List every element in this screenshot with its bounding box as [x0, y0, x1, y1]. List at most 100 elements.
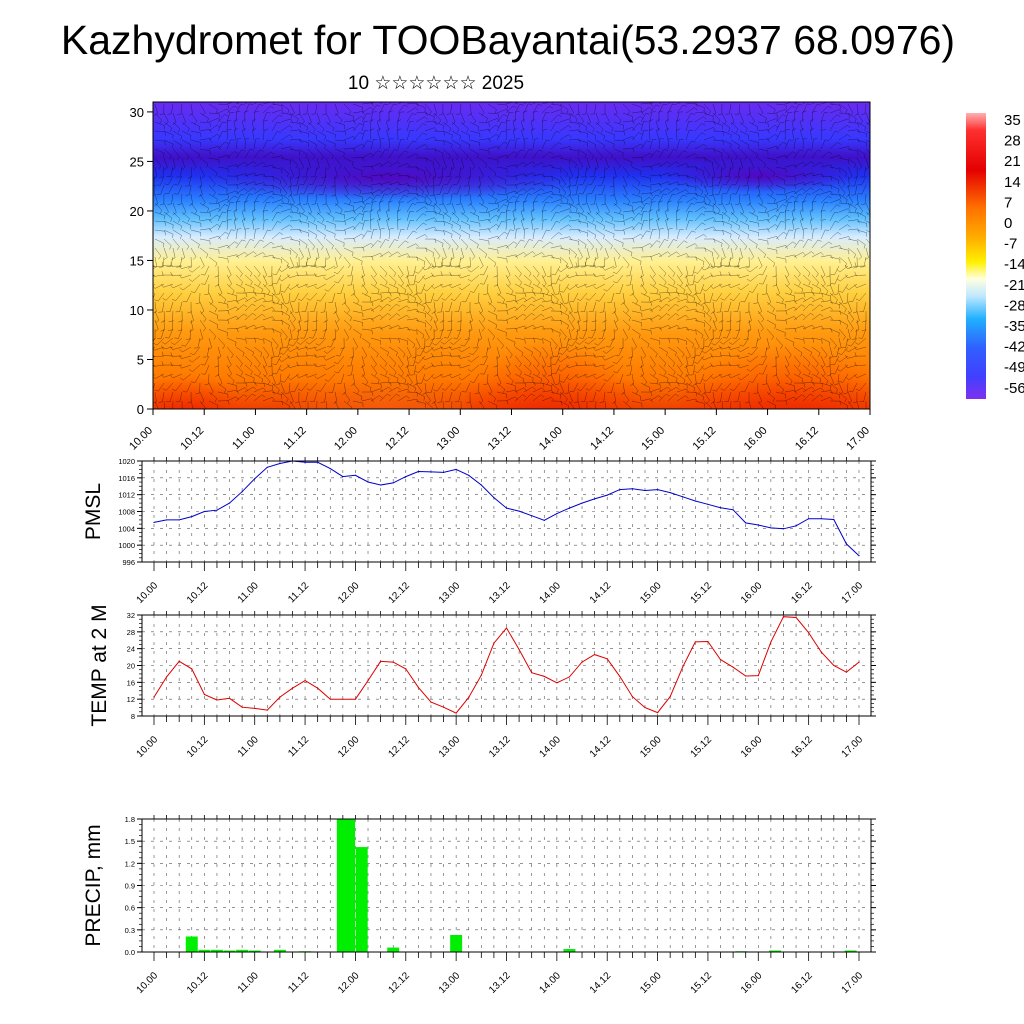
data-point — [279, 462, 281, 465]
wind-barbs — [153, 102, 870, 409]
y-tick-label: 15 — [130, 253, 144, 268]
data-point — [442, 471, 445, 473]
colorbar-label: 7 — [1004, 194, 1012, 211]
y-tick-label: 8 — [131, 712, 135, 721]
x-tick-label: 14.12 — [588, 970, 614, 996]
x-tick-label: 12.00 — [332, 425, 360, 453]
data-point — [581, 661, 583, 663]
x-tick-label: 14.12 — [588, 425, 616, 453]
data-point — [845, 671, 848, 673]
x-tick-label: 10.00 — [135, 734, 161, 760]
data-point — [354, 698, 357, 700]
precip-bar — [198, 949, 211, 952]
page-title: Kazhydromet for TOOBayantai(53.2937 68.0… — [60, 17, 956, 63]
y-axis-label: PRECIP, mm — [82, 824, 105, 946]
precip-bar — [273, 949, 286, 952]
data-point — [367, 680, 369, 682]
data-point — [631, 488, 633, 490]
data-point — [644, 706, 646, 709]
colorbar-label: 0 — [1004, 215, 1012, 232]
data-point — [442, 706, 445, 708]
data-point — [745, 522, 747, 524]
data-point — [581, 502, 583, 504]
y-axis-label: TEMP at 2 M — [88, 604, 111, 726]
colorbar-label: 28 — [1004, 133, 1021, 150]
y-tick-label: 1000 — [118, 541, 135, 550]
x-tick-label: 11.00 — [236, 970, 261, 995]
x-tick-label: 14.00 — [538, 734, 564, 760]
data-point — [165, 676, 168, 678]
data-point — [719, 507, 722, 509]
data-point — [833, 664, 835, 667]
data-point — [568, 676, 571, 678]
data-point — [795, 616, 797, 619]
x-tick-label: 16.00 — [739, 734, 765, 760]
data-point — [241, 491, 243, 493]
wind-barb-field — [153, 102, 870, 409]
data-point — [707, 503, 709, 505]
data-point — [644, 489, 646, 492]
precip-bar — [185, 936, 198, 952]
data-point — [468, 474, 470, 476]
y-tick-label: 1004 — [118, 524, 135, 533]
temp-panel: 32 28 24 20 16 12 8 10.00 10.12 11.00 11.12 12.00 12… — [88, 604, 876, 760]
precip-bar — [450, 935, 463, 952]
data-point — [732, 666, 734, 668]
colorbar-label: 14 — [1004, 174, 1021, 191]
x-tick-label: 13.12 — [486, 425, 514, 453]
data-point — [165, 519, 168, 521]
x-tick-label: 15.12 — [691, 425, 719, 453]
data-point — [329, 467, 331, 470]
x-tick-label: 12.00 — [336, 734, 362, 760]
data-point — [782, 616, 785, 618]
x-tick-label: 17.00 — [844, 425, 872, 453]
data-point — [682, 666, 684, 668]
data-point — [342, 475, 344, 478]
data-point — [833, 518, 835, 521]
x-tick-label: 10.12 — [185, 734, 211, 760]
y-tick-label: 1008 — [118, 508, 135, 517]
data-point — [556, 682, 558, 684]
x-tick-label: 14.12 — [588, 580, 614, 606]
x-tick-label: 11.00 — [230, 425, 257, 452]
y-tick-label: 1.8 — [125, 815, 135, 824]
data-point — [808, 632, 810, 634]
data-point — [430, 471, 432, 473]
data-point — [380, 660, 382, 662]
temperature-cross-section: 0 5 10 15 20 25 30 10.00 10.12 11.00 11.12 12.00 12.… — [127, 101, 872, 453]
data-point — [694, 500, 696, 502]
data-point — [380, 484, 382, 486]
data-point — [405, 475, 407, 478]
data-point — [241, 706, 243, 708]
x-tick-label: 13.12 — [487, 734, 513, 760]
x-tick-label: 15.12 — [689, 734, 715, 760]
colorbar: 35 28 21 14 7 0 -7 -14 -21 -28 -35 -42 -49 -56 — [966, 112, 1024, 399]
data-point — [455, 468, 457, 471]
precip-bar — [844, 950, 857, 952]
data-point — [254, 478, 256, 480]
precip-bar — [236, 949, 249, 952]
y-tick-label: 30 — [130, 105, 144, 120]
colorbar-labels: 35 28 21 14 7 0 -7 -14 -21 -28 -35 -42 -49 -56 — [1004, 112, 1024, 397]
colorbar-label: -35 — [1004, 318, 1024, 335]
data-point — [392, 482, 394, 484]
heat-hot-region — [680, 299, 870, 409]
data-point — [795, 525, 797, 527]
colorbar-label: 21 — [1004, 153, 1021, 170]
data-point — [329, 698, 331, 700]
precip-bar — [387, 947, 400, 952]
y-tick-label: 996 — [122, 558, 135, 567]
x-tick-label: 17.00 — [840, 734, 866, 760]
data-point — [455, 712, 457, 714]
colorbar-bar — [966, 113, 986, 399]
data-point — [719, 659, 722, 661]
panel-frame — [141, 614, 872, 717]
data-point — [505, 627, 508, 629]
data-point — [631, 696, 633, 698]
data-point — [417, 686, 419, 688]
x-tick-label: 16.00 — [739, 970, 765, 996]
x-tick-label: 12.12 — [386, 734, 412, 760]
colorbar-label: -21 — [1004, 277, 1024, 294]
data-point — [342, 698, 344, 700]
data-point — [619, 675, 621, 678]
